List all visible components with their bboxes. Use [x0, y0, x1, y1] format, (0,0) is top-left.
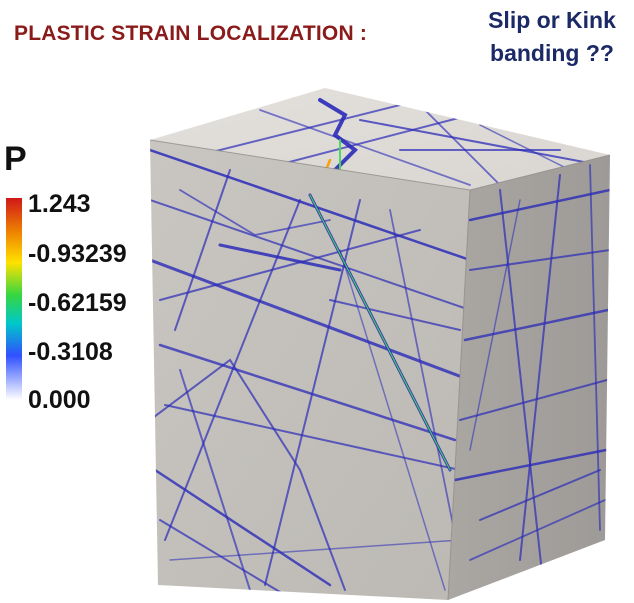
legend-variable-label: P: [4, 140, 27, 178]
cube-front-face: [150, 140, 470, 600]
legend-tick-max: 1.243: [28, 190, 91, 218]
figure-title: PLASTIC STRAIN LOCALIZATION :: [14, 22, 368, 45]
cube-edges: [149, 139, 611, 601]
right-strain-bands: [453, 164, 610, 600]
legend-tick-4: -0.3108: [28, 338, 113, 366]
front-strain-bands: [150, 148, 470, 596]
question-annotation: Slip or Kink banding ??: [474, 4, 630, 70]
question-line-1: Slip or Kink: [488, 7, 616, 33]
legend-tick-2: -0.93239: [28, 240, 127, 268]
color-bar: [6, 198, 22, 400]
cube-right-face: [448, 155, 610, 600]
legend-tick-3: -0.62159: [28, 289, 127, 317]
legend-tick-min: 0.000: [28, 386, 91, 414]
question-line-2: banding ??: [490, 40, 614, 66]
